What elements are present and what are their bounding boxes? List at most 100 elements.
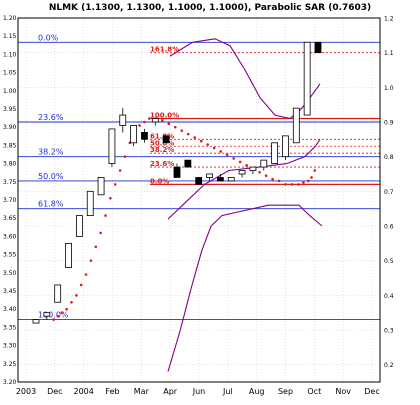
fib-level-label: 100.0% <box>38 311 69 320</box>
sar-dot <box>245 164 248 167</box>
sar-dot <box>206 143 210 146</box>
fib-level-label: 0.0% <box>38 33 59 42</box>
candle-body <box>216 177 224 182</box>
sar-dot <box>99 231 102 235</box>
x-tick-label: Dec <box>364 387 379 396</box>
sar-dot <box>193 136 197 139</box>
sar-dot <box>186 132 190 136</box>
sar-dot <box>104 214 107 217</box>
sar-dot <box>180 129 184 132</box>
sar-dot <box>284 183 287 186</box>
sar-dot <box>219 150 222 153</box>
sar-dot <box>290 183 294 186</box>
sar-dot <box>310 176 313 179</box>
y-tick-label-right: 1.2 <box>384 16 394 23</box>
fib-layer: 0.0% 23.6% 38.2% 50.0% 61.8% 100.0% 161.8% 100.… <box>18 33 380 321</box>
sar-dot <box>264 174 268 178</box>
x-tick-label: Nov <box>335 387 351 396</box>
sar-dot <box>118 169 122 172</box>
candle-body <box>75 215 83 237</box>
candle-body <box>260 159 268 168</box>
y-tick-label-left: 3.55 <box>3 252 17 259</box>
y-tick-label-left: 1.20 <box>3 15 17 22</box>
sar-dot <box>70 300 73 304</box>
candle-body <box>119 114 127 126</box>
sar-dot <box>65 307 68 311</box>
y-tick-label-left: 3.20 <box>3 379 17 386</box>
candle-body <box>292 107 300 144</box>
candle-body <box>86 190 94 216</box>
sar-dot <box>225 153 229 157</box>
y-tick-label-right: 0.3 <box>384 328 394 335</box>
sar-dot <box>232 157 235 160</box>
sar-dot <box>79 283 83 287</box>
fib-extension-label: 23.6% <box>150 160 174 168</box>
sar-dot <box>109 196 112 200</box>
y-tick-label-left: 3.95 <box>3 106 17 113</box>
y-tick-label-left: 3.65 <box>3 215 17 222</box>
candle-layer <box>32 41 322 324</box>
x-tick-label: Jul <box>222 387 233 396</box>
x-tick-label: Mar <box>134 387 150 396</box>
candle-body <box>238 170 246 175</box>
candle-body <box>162 135 170 144</box>
sar-dot <box>113 183 117 186</box>
candle-body <box>65 242 72 268</box>
y-tick-label-left: 3.60 <box>3 233 17 240</box>
sar-dot <box>277 179 281 183</box>
candle-body <box>43 312 51 317</box>
sar-dot <box>56 314 60 318</box>
y-tick-label-left: 1.10 <box>3 51 17 58</box>
y-tick-label-left: 3.75 <box>3 179 17 186</box>
y-tick-label-left: 3.40 <box>3 306 17 313</box>
sar-dot <box>167 122 171 126</box>
plot-frame <box>17 17 381 383</box>
envelope-bottom-line <box>167 204 323 372</box>
y-tick-label-right: 1.0 <box>384 85 394 92</box>
x-tick-label: Apr <box>163 387 178 396</box>
y-tick-label-right: 0.2 <box>384 362 394 369</box>
fib-extension-label: 161.8% <box>150 46 179 54</box>
y-tick-label-left: 3.25 <box>3 361 17 368</box>
x-tick-label: Jun <box>192 387 206 396</box>
candle-body <box>206 173 213 178</box>
sar-dot <box>258 170 261 174</box>
sar-dot <box>138 124 141 127</box>
fib-level-label: 50.0% <box>38 172 64 181</box>
sar-dot <box>297 183 300 186</box>
sar-dot <box>75 294 78 297</box>
x-tick-label: Dec <box>47 387 62 396</box>
fib-extension-label: 61.8% <box>150 132 174 140</box>
sar-dot <box>60 311 64 314</box>
y-tick-label-left: 1.05 <box>3 70 17 77</box>
fib-extension-label: 100.0% <box>150 112 179 120</box>
sar-dot <box>173 125 177 129</box>
y-tick-label-right: 1.1 <box>384 50 394 57</box>
x-tick-label: Sep <box>278 387 293 396</box>
fib-level-label: 61.8% <box>38 200 64 209</box>
sar-dot <box>313 169 317 172</box>
candle-body <box>271 142 279 165</box>
y-tick-label-left: 3.45 <box>3 288 17 295</box>
candle-body <box>314 41 322 54</box>
sar-dot <box>302 181 305 184</box>
candle-body <box>303 41 311 116</box>
y-tick-label-left: 3.30 <box>3 343 17 350</box>
candle-body <box>54 284 62 303</box>
y-tick-label-left: 3.70 <box>3 197 17 204</box>
y-tick-label-left: 3.90 <box>3 124 17 131</box>
sar-dot <box>306 179 310 183</box>
y-tick-label-left: 3.50 <box>3 270 17 277</box>
y-tick-label-left: 3.85 <box>3 142 17 149</box>
fib-extension-label: 38.2% <box>150 146 174 154</box>
fib-level-label: 23.6% <box>38 113 64 122</box>
candle-body <box>195 177 203 185</box>
y-tick-label-right: 0.7 <box>384 189 394 196</box>
sar-dot <box>238 160 242 164</box>
y-tick-label-left: 1.00 <box>3 88 17 95</box>
sar-dot <box>84 273 88 276</box>
fib-level-label: 38.2% <box>38 148 64 157</box>
chart-title: NLMK (1.1300, 1.1300, 1.1000, 1.1000), P… <box>49 3 371 13</box>
y-tick-label-right: 0.6 <box>384 224 394 231</box>
